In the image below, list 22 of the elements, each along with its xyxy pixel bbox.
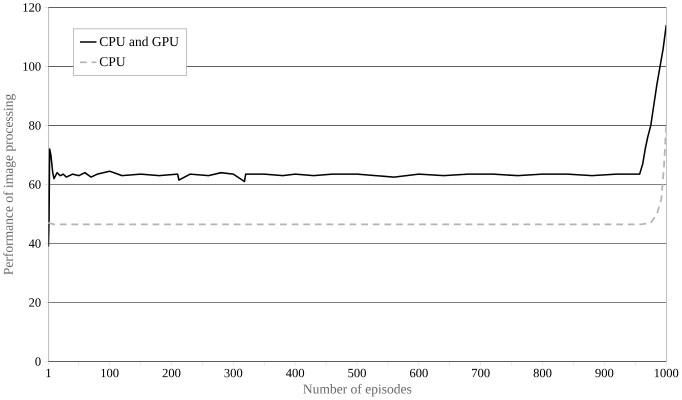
x-tick-label: 400 xyxy=(286,369,304,378)
x-tick-label: 100 xyxy=(101,369,119,378)
x-tick-label: 700 xyxy=(472,369,490,378)
y-tick-label: 100 xyxy=(23,62,41,71)
x-tick-label: 300 xyxy=(224,369,242,378)
x-tick-label: 1 xyxy=(46,369,51,378)
y-tick-label: 60 xyxy=(29,180,41,189)
x-tick-label: 1000 xyxy=(654,369,678,378)
legend-label: CPU and GPU xyxy=(100,36,179,46)
y-tick-label: 80 xyxy=(29,121,41,130)
y-tick-label: 0 xyxy=(35,358,41,366)
x-tick-label: 800 xyxy=(534,369,552,378)
x-tick-label: 900 xyxy=(595,369,614,378)
x-tick-label: 600 xyxy=(410,369,428,378)
x-axis-title: Number of episodes xyxy=(303,384,412,397)
x-tick-label: 500 xyxy=(348,369,366,378)
y-axis-title: Performance of image processing xyxy=(3,94,16,276)
y-tick-label: 120 xyxy=(23,3,41,12)
y-tick-label: 40 xyxy=(28,240,41,248)
y-tick-label: 20 xyxy=(29,298,41,307)
legend-label: CPU xyxy=(100,57,126,66)
x-tick-label: 200 xyxy=(162,369,180,378)
